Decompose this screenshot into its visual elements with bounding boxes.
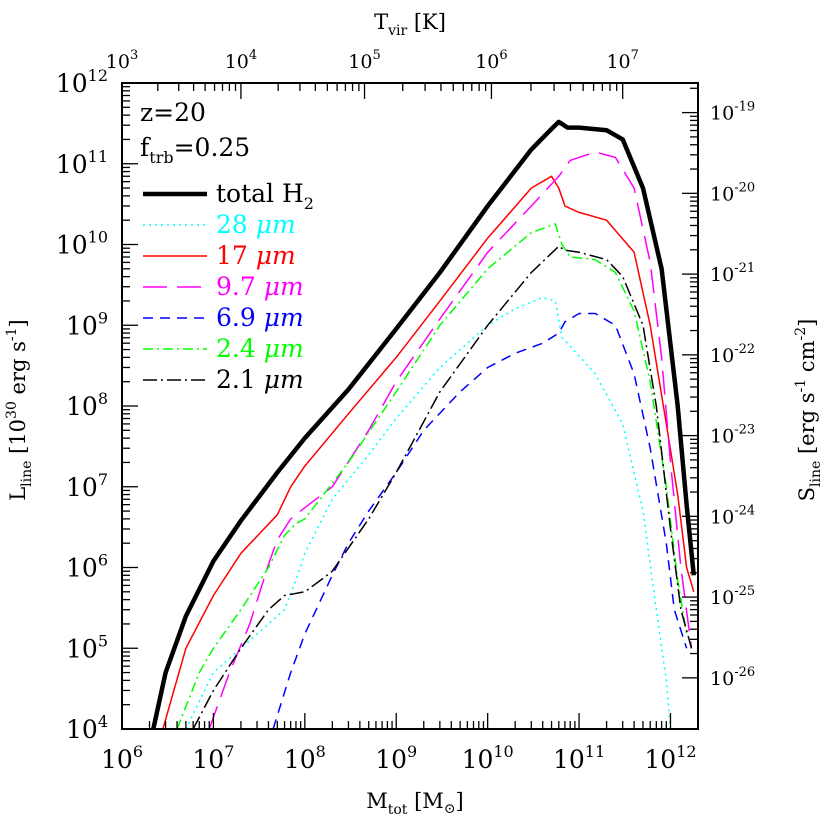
right-tick-label: 10-24: [710, 503, 755, 528]
right-tick-label: 10-25: [710, 584, 755, 609]
top-tick-label: 103: [106, 48, 138, 73]
legend-label: 6.9 μm: [216, 303, 304, 332]
annotation-redshift: z=20: [140, 98, 206, 127]
y-tick-label: 1012: [56, 66, 108, 98]
x-tick-label: 1011: [553, 742, 605, 774]
legend-label: 9.7 μm: [216, 272, 304, 301]
x-axis-label: Mtot [M⊙]: [366, 789, 464, 818]
right-tick-label: 10-22: [710, 342, 755, 367]
y-tick-label: 1010: [56, 228, 108, 260]
series-line: [151, 119, 697, 729]
ticks-layer: [121, 82, 699, 730]
x-tick-label: 109: [375, 742, 417, 774]
right-tick-label: 10-21: [710, 261, 755, 286]
x-tick-label: 1010: [462, 742, 514, 774]
series-line: [162, 175, 695, 729]
x-tick-label: 107: [192, 742, 234, 774]
y-tick-label: 105: [66, 631, 108, 663]
series-line: [272, 312, 688, 729]
series-line: [208, 151, 693, 729]
legend-label: 17 μm: [216, 241, 296, 270]
plot-frame: [121, 82, 699, 730]
y-tick-label: 106: [66, 551, 108, 583]
top-tick-label: 105: [348, 48, 380, 73]
y-axis-label: Lline [1030 erg s-1]: [4, 319, 35, 501]
series-line: [185, 296, 672, 729]
series-line: [192, 245, 693, 729]
right-tick-label: 10-20: [710, 180, 755, 205]
series-layer: [151, 119, 697, 729]
legend-label: 2.4 μm: [216, 334, 304, 363]
right-tick-label: 10-26: [710, 665, 755, 690]
x-tick-label: 106: [101, 742, 143, 774]
x-tick-label: 1012: [644, 742, 696, 774]
x-tick-label: 108: [284, 742, 326, 774]
y-tick-label: 1011: [56, 147, 108, 179]
annotation-ftrb: ftrb=0.25: [140, 133, 250, 167]
legend-label: 2.1 μm: [216, 365, 304, 394]
right-axis-label: Sline [erg s-1 cm-2]: [793, 319, 824, 502]
top-axis-label: Tvir [K]: [374, 10, 446, 39]
labels-layer: 106 107 108 109 1010 1011 1012 104 105 106 107 108 1…: [4, 10, 824, 818]
series-line: [176, 223, 688, 729]
top-tick-label: 104: [225, 48, 257, 73]
y-tick-label: 107: [66, 470, 108, 502]
y-tick-label: 104: [66, 712, 108, 744]
top-tick-label: 106: [475, 48, 507, 73]
legend-label: 28 μm: [216, 210, 296, 239]
y-tick-label: 109: [66, 308, 108, 340]
legend-label: total H2: [216, 179, 314, 213]
y-tick-label: 108: [66, 389, 108, 421]
top-tick-label: 107: [606, 48, 638, 73]
right-tick-label: 10-23: [710, 423, 755, 448]
right-tick-label: 10-19: [710, 100, 755, 125]
